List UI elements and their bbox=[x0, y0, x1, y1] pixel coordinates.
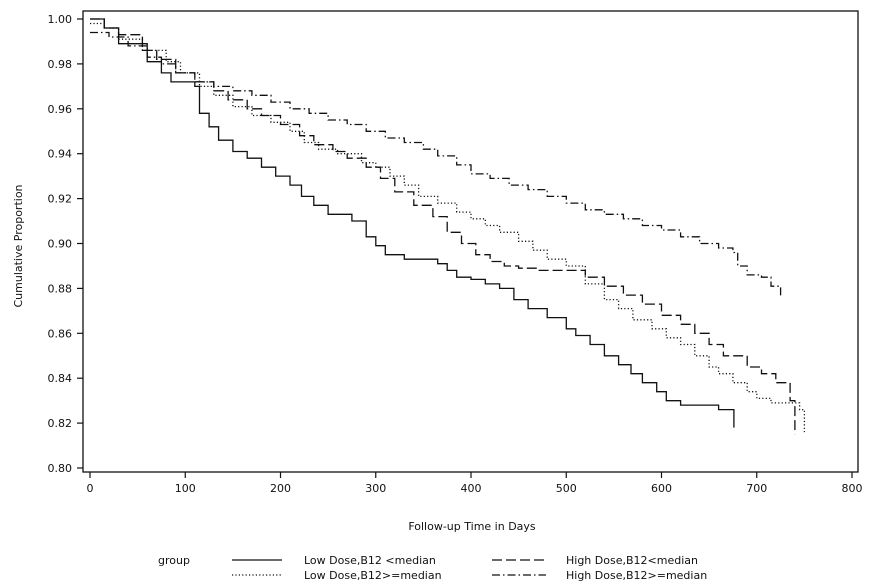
y-tick-label: 0.82 bbox=[48, 417, 73, 430]
series-line-low-dose-below-median bbox=[90, 18, 735, 428]
x-tick-label: 700 bbox=[746, 482, 767, 495]
x-axis-title: Follow-up Time in Days bbox=[408, 520, 536, 533]
series-line-high-dose-above-median bbox=[90, 31, 782, 298]
legend-label-high-dose-below-median: High Dose,B12<median bbox=[566, 554, 698, 567]
y-axis-title: Cumulative Proportion bbox=[12, 184, 25, 307]
y-tick-label: 0.84 bbox=[48, 372, 73, 385]
y-tick-label: 0.90 bbox=[48, 238, 73, 251]
y-tick-label: 0.94 bbox=[48, 148, 73, 161]
x-tick-label: 400 bbox=[461, 482, 482, 495]
legend-label-high-dose-above-median: High Dose,B12>=median bbox=[566, 569, 707, 582]
x-tick-label: 600 bbox=[651, 482, 672, 495]
y-tick-label: 0.92 bbox=[48, 193, 73, 206]
x-tick-label: 500 bbox=[556, 482, 577, 495]
x-tick-label: 100 bbox=[175, 482, 196, 495]
x-tick-label: 800 bbox=[842, 482, 863, 495]
x-axis: 0 100 200 300 400 500 600 700 800 bbox=[87, 472, 863, 495]
legend-label-low-dose-below-median: Low Dose,B12 <median bbox=[304, 554, 436, 567]
y-tick-label: 0.86 bbox=[48, 327, 73, 340]
y-tick-label: 0.88 bbox=[48, 282, 73, 295]
x-tick-label: 0 bbox=[87, 482, 94, 495]
series-line-high-dose-below-median bbox=[90, 18, 796, 435]
y-tick-label: 0.96 bbox=[48, 103, 73, 116]
legend: group Low Dose,B12 <median Low Dose,B12>… bbox=[158, 554, 707, 582]
plot-frame bbox=[82, 10, 859, 473]
series-layer bbox=[90, 18, 806, 435]
legend-title: group bbox=[158, 554, 190, 567]
legend-label-low-dose-above-median: Low Dose,B12>=median bbox=[304, 569, 442, 582]
series-line-low-dose-above-median bbox=[90, 22, 806, 433]
y-tick-label: 1.00 bbox=[48, 13, 73, 26]
x-tick-label: 300 bbox=[365, 482, 386, 495]
x-tick-label: 200 bbox=[270, 482, 291, 495]
y-tick-label: 0.80 bbox=[48, 462, 73, 475]
y-axis: 0.80 0.82 0.84 0.86 0.88 0.90 0.92 0.94 0.96 0.98… bbox=[48, 13, 83, 475]
y-tick-label: 0.98 bbox=[48, 58, 73, 71]
